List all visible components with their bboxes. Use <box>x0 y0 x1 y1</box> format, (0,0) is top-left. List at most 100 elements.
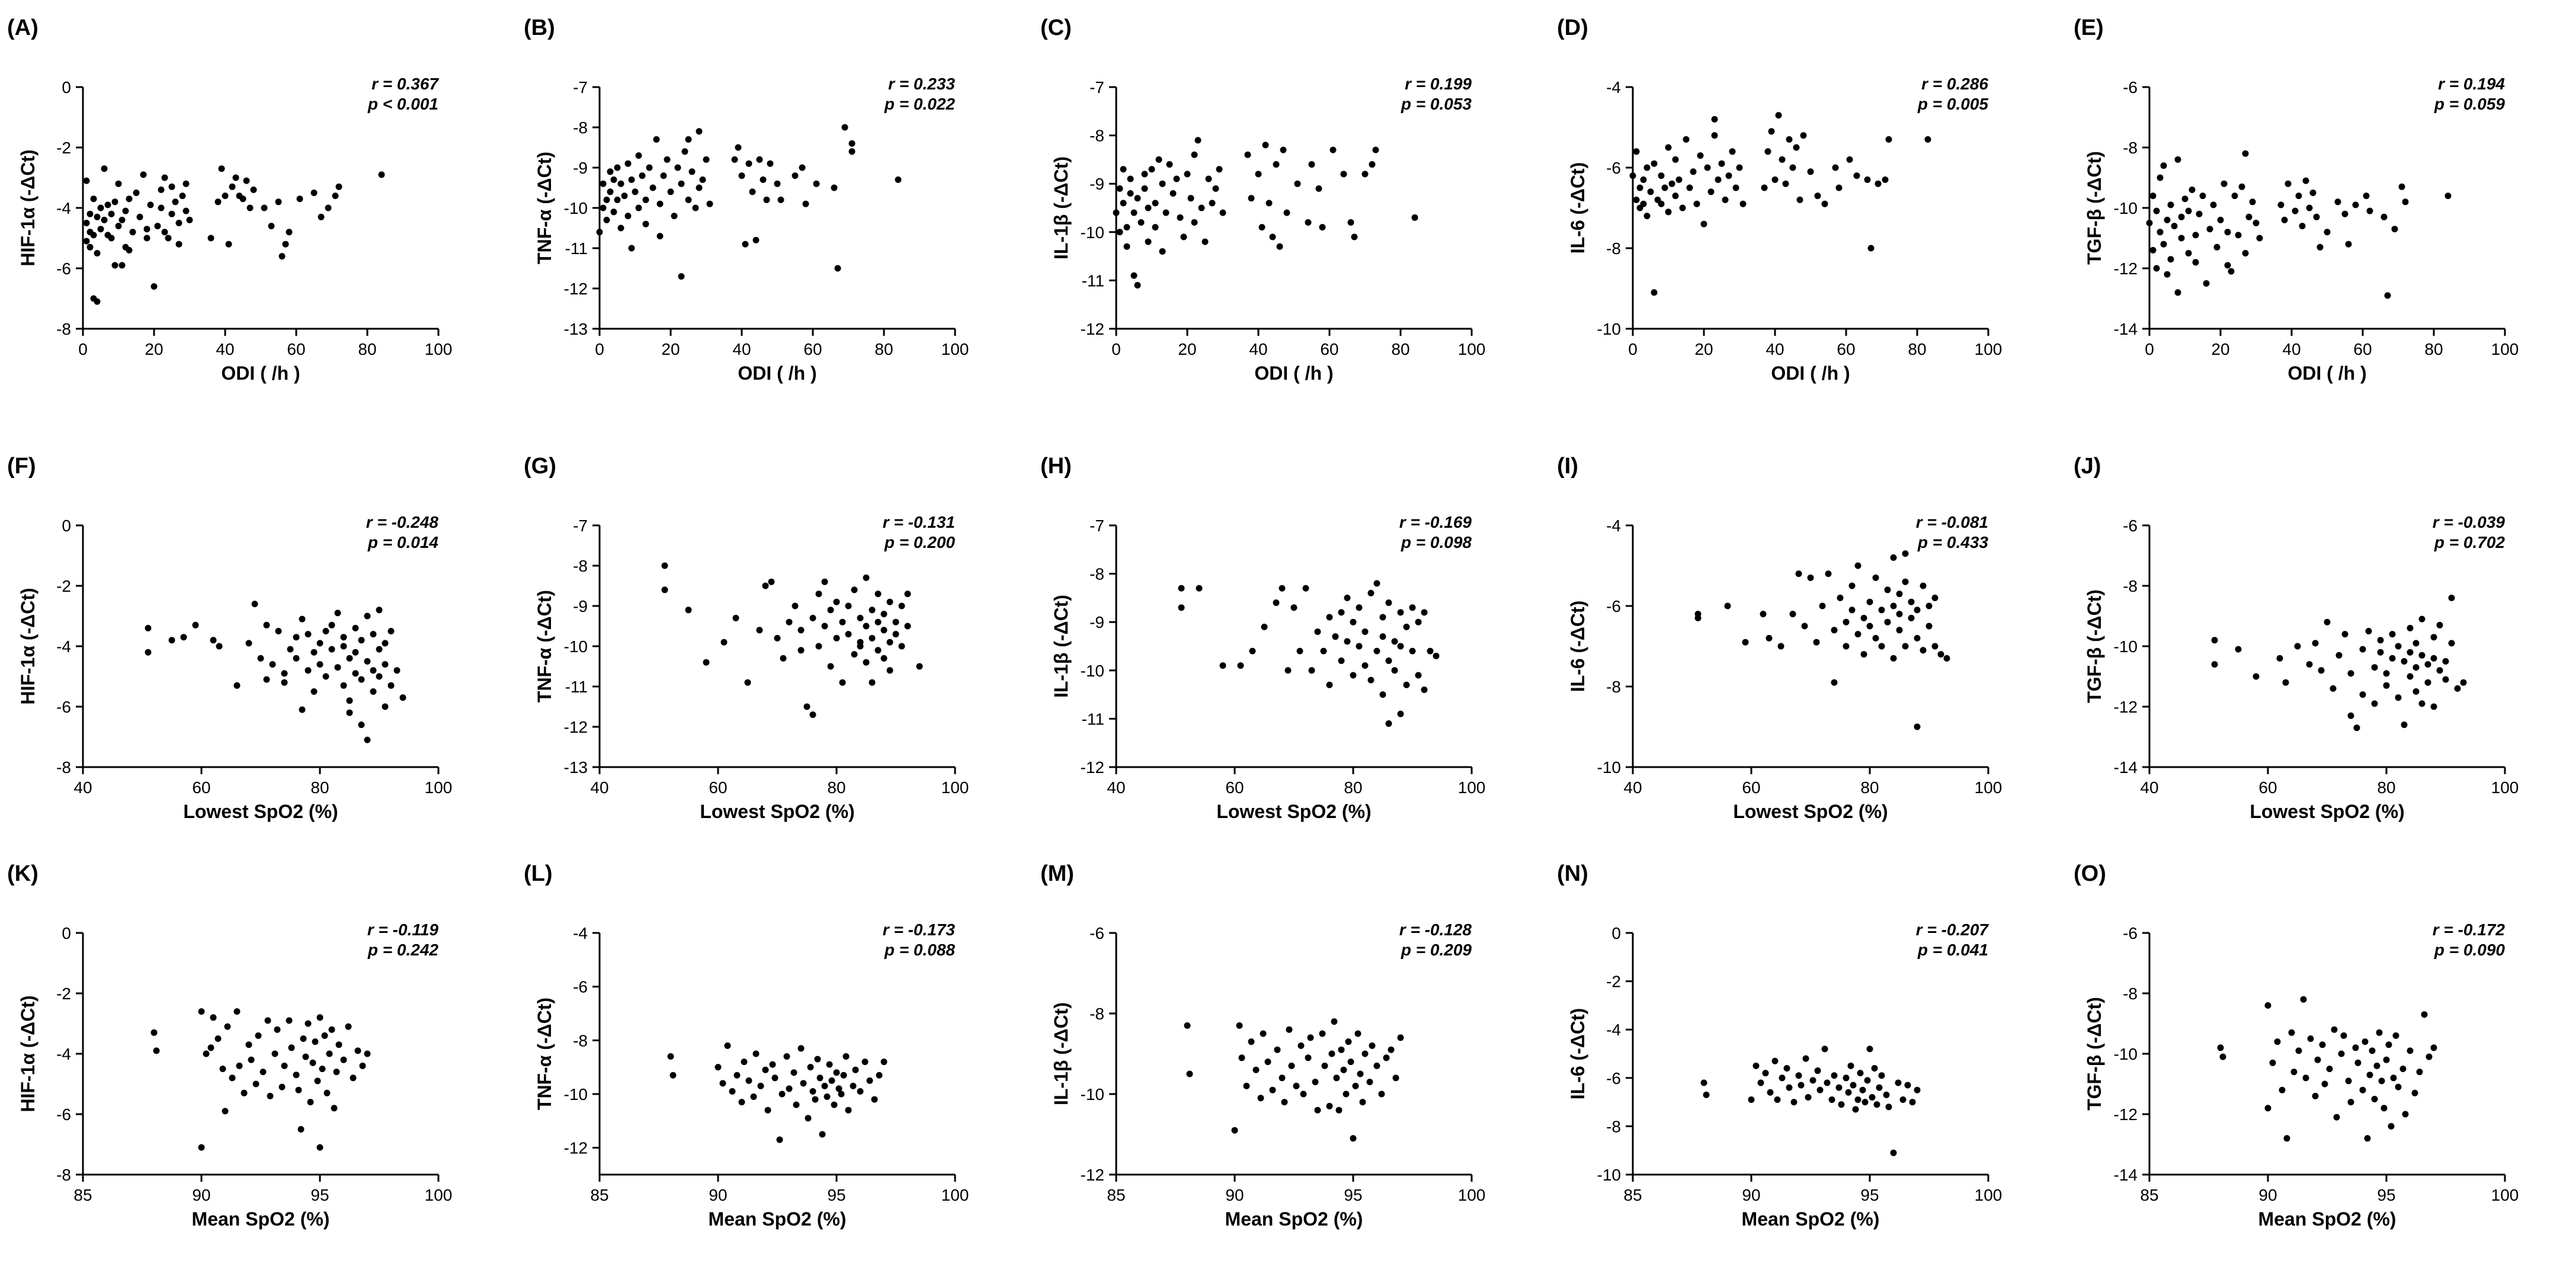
data-point <box>2295 1047 2302 1054</box>
data-point <box>869 634 876 642</box>
x-tick-label: 100 <box>1975 1186 2003 1204</box>
data-point <box>2283 1135 2290 1142</box>
data-point <box>1219 209 1226 216</box>
data-point <box>898 602 905 610</box>
data-point <box>236 1062 243 1069</box>
data-point <box>1237 662 1244 669</box>
data-point <box>1187 195 1194 202</box>
data-point <box>880 611 887 618</box>
y-tick-label: -10 <box>1597 320 1621 338</box>
data-point <box>2242 250 2249 256</box>
data-point <box>1920 582 1927 589</box>
data-point <box>1658 200 1665 207</box>
x-tick-label: 85 <box>1107 1186 1125 1204</box>
data-point <box>1902 550 1909 557</box>
x-tick-label: 100 <box>1975 778 2003 797</box>
data-point <box>1864 1077 1871 1084</box>
data-point <box>2401 658 2408 665</box>
data-point <box>305 1020 312 1027</box>
data-point <box>653 136 660 143</box>
data-point <box>145 624 152 631</box>
data-point <box>866 1077 873 1084</box>
x-axis-label: Mean SpO2 (%) <box>2258 1208 2396 1230</box>
data-point <box>1931 643 1939 650</box>
data-point <box>880 627 887 634</box>
x-tick-label: 90 <box>709 1186 727 1204</box>
data-point <box>2345 1077 2352 1085</box>
data-point <box>617 224 624 232</box>
data-point <box>1694 614 1702 621</box>
data-point <box>1343 1090 1350 1098</box>
data-point <box>252 1080 259 1088</box>
data-point <box>756 627 763 634</box>
data-point <box>2157 229 2164 236</box>
y-tick-label: -12 <box>1081 758 1104 777</box>
x-tick-label: 40 <box>1766 340 1784 358</box>
data-point <box>790 1069 797 1076</box>
r-value: r = -0.039 <box>2433 513 2505 531</box>
data-point <box>1813 639 1820 646</box>
data-point <box>1359 1099 1366 1106</box>
y-axis-label: IL-1β (-ΔCt) <box>1050 156 1072 259</box>
p-value: p = 0.059 <box>2434 95 2505 113</box>
y-tick-label: -8 <box>1090 127 1104 145</box>
data-point <box>812 1096 819 1103</box>
data-point <box>83 177 90 184</box>
data-point <box>1665 209 1672 216</box>
data-point <box>214 198 222 206</box>
y-tick-label: -14 <box>2114 758 2138 777</box>
data-point <box>268 223 275 230</box>
data-point <box>1809 1077 1816 1084</box>
y-tick-label: -8 <box>573 1031 588 1050</box>
data-point <box>1273 161 1280 168</box>
data-point <box>1860 651 1867 658</box>
data-point <box>143 226 150 233</box>
data-point <box>1347 1059 1354 1066</box>
data-point <box>1837 594 1844 601</box>
data-point <box>229 1074 236 1082</box>
data-point <box>696 128 703 135</box>
data-point <box>214 1035 222 1042</box>
data-point <box>1651 160 1658 167</box>
data-point <box>257 655 264 662</box>
data-point <box>1350 618 1357 626</box>
data-point <box>2264 1105 2271 1112</box>
x-tick-label: 60 <box>1320 340 1338 358</box>
data-point <box>2279 1086 2286 1093</box>
data-point <box>1262 142 1269 149</box>
x-tick-label: 100 <box>1975 340 2003 358</box>
data-point <box>1130 272 1138 279</box>
panel-label: (G) <box>524 454 556 479</box>
y-tick-label: -8 <box>2123 139 2138 157</box>
data-point <box>382 661 389 668</box>
data-point <box>610 176 617 183</box>
data-point <box>293 655 300 662</box>
data-point <box>1397 1034 1404 1041</box>
data-point <box>122 207 129 214</box>
data-point <box>118 262 126 269</box>
data-point <box>2274 1038 2281 1045</box>
data-point <box>281 1062 288 1069</box>
panel-f: (F) 40 60 80 100 -8 -6 -4 -2 0 Lowest SpO2 (%) HIF-… <box>7 454 452 822</box>
data-point <box>1783 1064 1790 1072</box>
r-value: r = -0.248 <box>366 513 439 531</box>
data-point <box>2192 232 2199 239</box>
y-tick-label: -8 <box>1090 565 1104 583</box>
y-tick-label: -12 <box>2114 1105 2138 1124</box>
data-point <box>628 245 635 252</box>
data-point <box>2149 246 2157 254</box>
y-tick-label: -14 <box>2114 1166 2138 1184</box>
x-tick-label: 100 <box>2491 1186 2519 1204</box>
data-point <box>370 688 377 695</box>
data-point <box>1857 1070 1864 1077</box>
data-point <box>295 1086 302 1093</box>
data-point <box>340 634 347 641</box>
data-point <box>738 172 745 179</box>
data-point <box>738 1099 745 1106</box>
data-point <box>1760 611 1767 618</box>
data-point <box>607 188 614 195</box>
data-point <box>161 229 168 236</box>
data-point <box>749 188 756 195</box>
x-tick-label: 80 <box>827 778 845 797</box>
data-point <box>332 193 339 200</box>
